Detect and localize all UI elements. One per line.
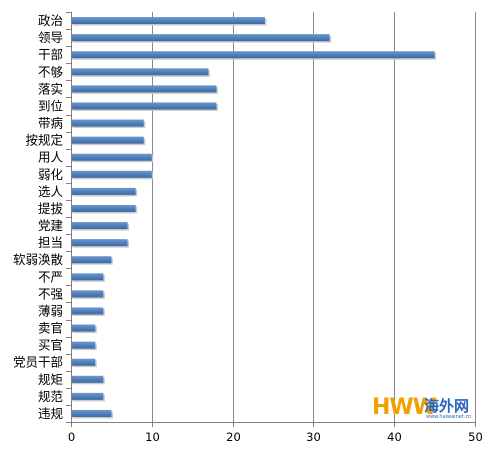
x-tick-label-40: 40 (387, 430, 402, 444)
category-label-12: 党建 (38, 218, 64, 233)
category-label-6: 带病 (38, 116, 63, 131)
haiwainet-watermark: HWW 海外网 www.haiwainet.cn (372, 395, 484, 425)
category-label-19: 买官 (38, 338, 63, 353)
bar-5 (71, 102, 217, 110)
category-label-18: 卖官 (38, 321, 63, 336)
bar-20 (71, 358, 96, 366)
bar-14 (71, 256, 112, 264)
bar-15 (71, 273, 104, 281)
category-label-3: 不够 (38, 64, 64, 79)
bar-18 (71, 324, 96, 332)
category-label-9: 弱化 (38, 167, 64, 182)
category-label-22: 规范 (38, 389, 63, 404)
watermark-brand: HWW (372, 395, 437, 420)
bar-8 (71, 153, 152, 161)
x-tick-label-0: 0 (68, 430, 75, 444)
bar-9 (71, 170, 152, 178)
category-label-15: 不严 (38, 269, 63, 284)
bar-10 (71, 187, 136, 195)
x-tick-label-30: 30 (306, 430, 321, 444)
x-tick-label-20: 20 (226, 430, 241, 444)
x-tick-labels: 0 10 20 30 40 50 (68, 430, 483, 444)
category-label-5: 到位 (38, 98, 63, 113)
watermark-name: 海外网 (424, 397, 470, 415)
watermark-url: www.haiwainet.cn (426, 414, 472, 420)
category-label-16: 不强 (38, 286, 64, 301)
x-tick-label-50: 50 (468, 430, 483, 444)
bar-6 (71, 119, 144, 127)
category-label-1: 领导 (38, 30, 63, 45)
bar-1 (71, 34, 330, 42)
bar-2 (71, 51, 435, 59)
bar-16 (71, 290, 104, 298)
gridlines (152, 12, 476, 422)
bars (71, 17, 437, 419)
category-label-4: 落实 (38, 81, 63, 96)
category-label-10: 选人 (38, 184, 64, 199)
bar-21 (71, 375, 104, 383)
category-label-0: 政治 (38, 13, 63, 28)
axes (66, 12, 476, 427)
bar-11 (71, 204, 136, 212)
bar-22 (71, 392, 104, 400)
category-label-13: 担当 (38, 235, 63, 250)
category-label-23: 违规 (38, 406, 63, 421)
category-labels: 政治领导干部不够落实到位带病按规定用人弱化选人提拔党建担当软弱涣散不严不强薄弱卖… (13, 13, 64, 421)
category-label-8: 用人 (38, 150, 64, 165)
bar-13 (71, 239, 128, 247)
category-label-14: 软弱涣散 (13, 252, 64, 267)
bar-4 (71, 85, 217, 93)
bar-23 (71, 409, 112, 417)
category-label-2: 干部 (38, 47, 63, 62)
bar-7 (71, 136, 144, 144)
category-label-11: 提拔 (38, 201, 64, 216)
category-label-21: 规矩 (38, 372, 63, 387)
category-label-7: 按规定 (25, 133, 63, 148)
bar-17 (71, 307, 104, 315)
bar-3 (71, 68, 209, 76)
bar-0 (71, 17, 265, 25)
category-label-20: 党员干部 (13, 355, 63, 370)
bar-19 (71, 341, 96, 349)
bar-12 (71, 222, 128, 230)
x-tick-label-10: 10 (145, 430, 160, 444)
category-label-17: 薄弱 (38, 303, 63, 318)
